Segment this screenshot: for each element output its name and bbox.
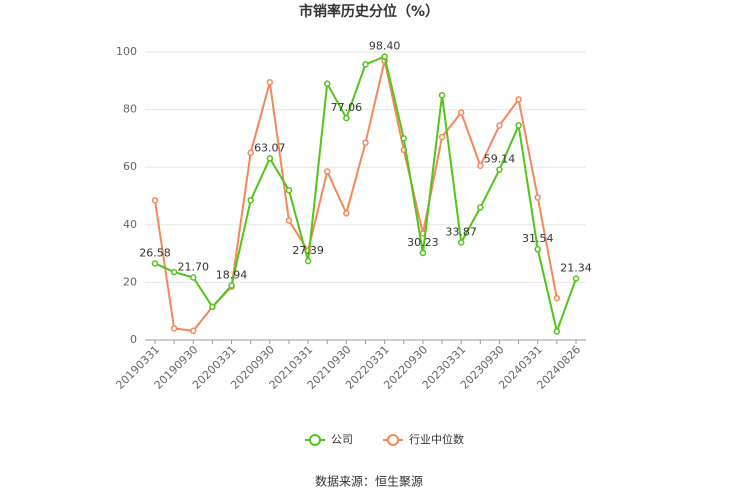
point (151, 197, 159, 204)
point (247, 197, 254, 204)
point (266, 78, 274, 86)
point (534, 245, 541, 253)
point (170, 268, 178, 276)
y-tick-label: 100 (116, 45, 137, 58)
point (190, 327, 197, 335)
point (304, 257, 312, 265)
data-label: 18.94 (216, 268, 248, 281)
y-tick-label: 0 (130, 333, 137, 346)
point (553, 294, 561, 302)
y-tick-label: 40 (123, 218, 137, 231)
source: 数据来源：恒生聚源 (315, 474, 423, 489)
point (285, 186, 293, 194)
point (438, 133, 446, 141)
data-label: 26.58 (139, 246, 171, 259)
data-label: 27.39 (292, 244, 324, 257)
point (496, 122, 503, 129)
data-label: 21.70 (178, 261, 210, 274)
point (362, 139, 369, 146)
point (438, 91, 446, 99)
point (534, 194, 541, 201)
point (572, 275, 580, 282)
point (515, 122, 522, 129)
point (151, 260, 159, 267)
point (515, 96, 522, 103)
point (266, 155, 274, 162)
data-label: 21.34 (560, 262, 592, 275)
point (190, 274, 197, 281)
chart-title: 市销率历史分位（%） (299, 3, 439, 20)
point (553, 328, 561, 335)
y-tick-label: 20 (123, 275, 137, 288)
point (496, 166, 503, 173)
legend-marker (309, 434, 321, 446)
point (400, 135, 408, 142)
point (285, 217, 293, 224)
point (477, 162, 484, 170)
y-tick-label: 80 (123, 103, 137, 116)
legend-label: 行业中位数 (409, 432, 464, 446)
point (457, 109, 465, 116)
data-label: 33.87 (445, 225, 477, 238)
data-label: 98.40 (369, 40, 401, 53)
point (343, 210, 350, 217)
data-label: 30.23 (407, 236, 439, 249)
y-tick-label: 60 (123, 160, 137, 173)
point (343, 114, 350, 122)
point (419, 249, 427, 257)
legend-label: 公司 (331, 433, 353, 446)
series-line (154, 55, 577, 335)
point (170, 325, 178, 332)
point (323, 80, 331, 87)
point (362, 61, 369, 68)
data-label: 63.07 (254, 141, 286, 154)
point (209, 303, 216, 311)
point (457, 239, 465, 246)
legend-marker (387, 434, 399, 446)
point (228, 282, 235, 289)
point (323, 168, 331, 175)
data-label: 77.06 (331, 101, 363, 114)
point (477, 204, 484, 211)
data-label: 31.54 (522, 232, 554, 245)
point (247, 149, 254, 157)
data-label: 59.14 (484, 153, 516, 166)
point (381, 53, 388, 60)
